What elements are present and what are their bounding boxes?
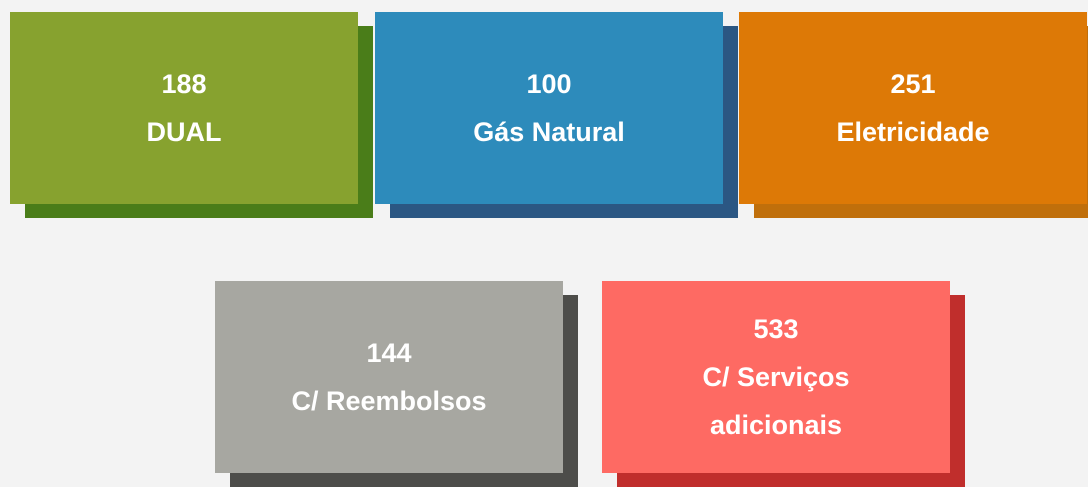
card-label: C/ Reembolsos bbox=[291, 386, 487, 416]
kpi-card: 251 Eletricidade bbox=[739, 12, 1087, 204]
kpi-card: 144 C/ Reembolsos bbox=[215, 281, 563, 473]
card-text: 144 C/ Reembolsos bbox=[259, 329, 519, 425]
card-text: 100 Gás Natural bbox=[419, 60, 679, 156]
card-label: C/ Serviços adicionais bbox=[702, 362, 850, 440]
card-label: DUAL bbox=[146, 117, 222, 147]
card-text: 533 C/ Serviços adicionais bbox=[646, 305, 906, 449]
card-value: 100 bbox=[526, 69, 572, 99]
card-label: Eletricidade bbox=[836, 117, 990, 147]
card-value: 188 bbox=[161, 69, 207, 99]
kpi-card: 100 Gás Natural bbox=[375, 12, 723, 204]
card-value: 144 bbox=[366, 338, 412, 368]
card-label: Gás Natural bbox=[473, 117, 625, 147]
card-text: 188 DUAL bbox=[54, 60, 314, 156]
kpi-card: 533 C/ Serviços adicionais bbox=[602, 281, 950, 473]
card-value: 533 bbox=[753, 314, 799, 344]
kpi-card: 188 DUAL bbox=[10, 12, 358, 204]
card-value: 251 bbox=[890, 69, 936, 99]
card-text: 251 Eletricidade bbox=[783, 60, 1043, 156]
